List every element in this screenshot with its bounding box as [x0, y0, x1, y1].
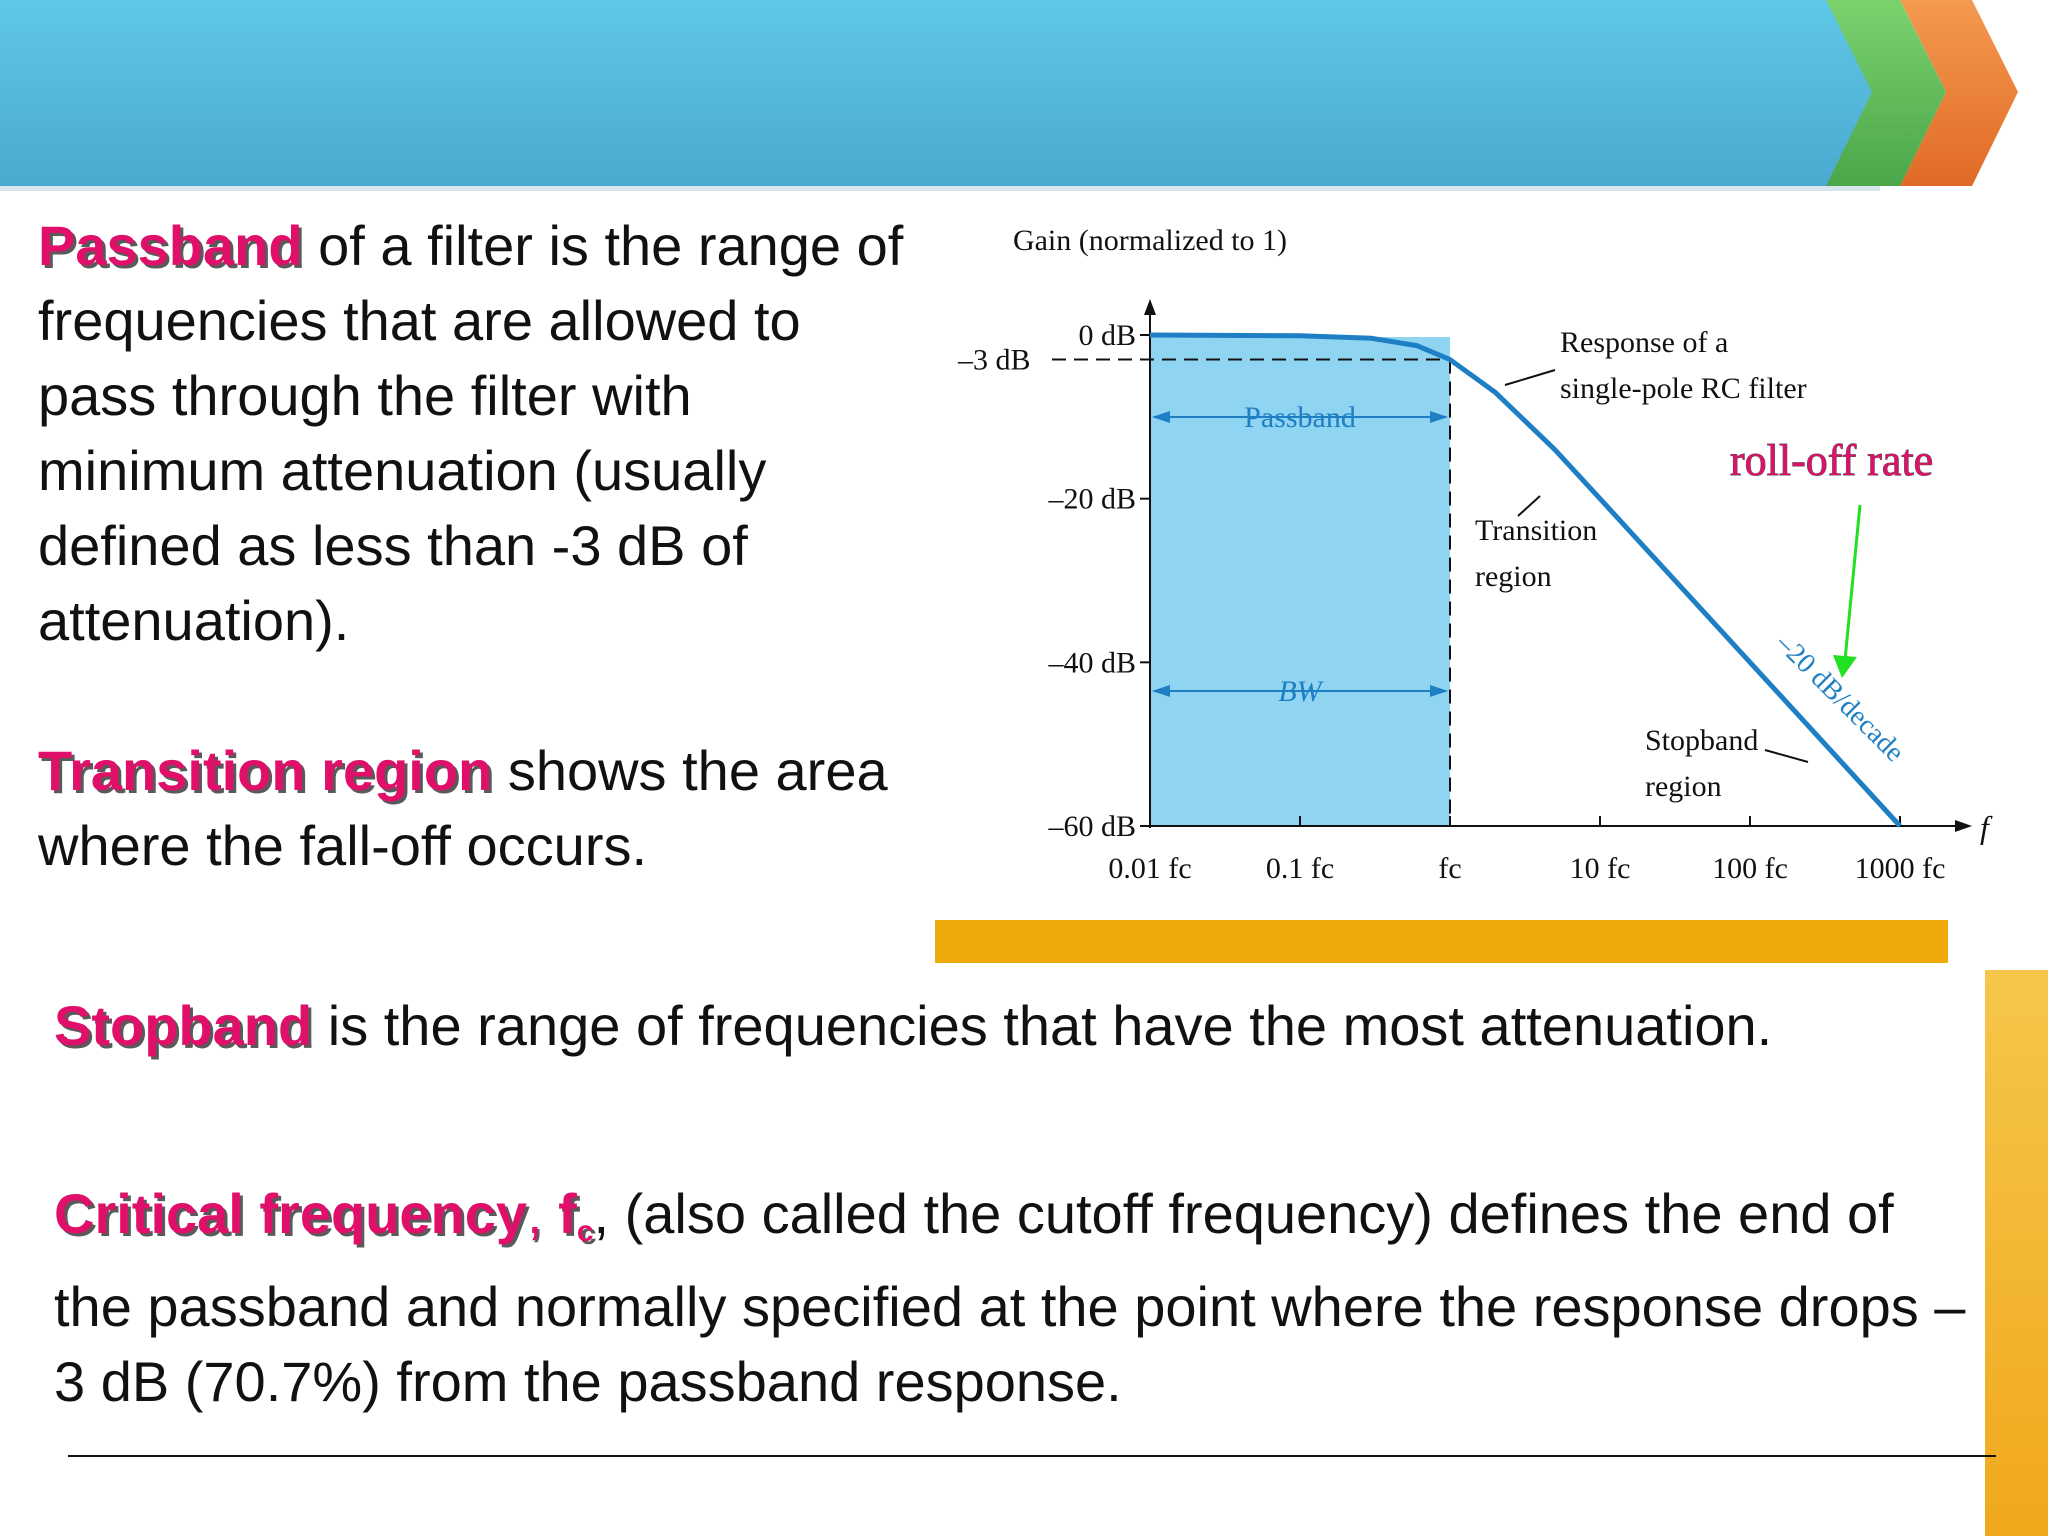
transition-text: shows the area where the fall-off occurs… — [38, 739, 888, 877]
passband-arrow-right — [1430, 411, 1448, 423]
critical-term: Critical frequency — [54, 1182, 528, 1245]
passband-paragraph: Passband of a filter is the range of fre… — [38, 208, 918, 658]
rolloff-label: roll-off rate — [1730, 436, 1933, 485]
response-label-line-1: Response of a — [1560, 326, 1728, 359]
x-tick-label: 0.01 fc — [1108, 852, 1191, 885]
transition-label-line-1: Transition — [1475, 514, 1597, 547]
fc-symbol-subscript: c — [576, 1215, 594, 1248]
banner-main-band — [0, 0, 1872, 186]
x-tick-label: 100 fc — [1712, 852, 1788, 885]
y-axis-title: Gain (normalized to 1) — [1013, 224, 1287, 257]
side-accent-bar — [1985, 970, 2048, 1536]
x-tick-label: 1000 fc — [1855, 852, 1946, 885]
fc-symbol-f: f — [558, 1182, 577, 1245]
response-curve — [1149, 332, 1902, 828]
critical-frequency-paragraph: Critical frequency, fc, (also called the… — [54, 1176, 1984, 1419]
x-axis-symbol: f — [1980, 809, 1993, 845]
stopband-label-line-2: region — [1645, 770, 1722, 803]
banner-orange-chevron — [1900, 0, 2018, 186]
y-axis-arrow — [1144, 299, 1156, 315]
transition-term: Transition region — [38, 739, 493, 802]
passband-label: Passband — [1244, 401, 1356, 434]
transition-pointer — [1517, 495, 1541, 517]
stopband-pointer — [1764, 749, 1809, 763]
stopband-label-line-1: Stopband — [1645, 724, 1758, 757]
passband-text: of a filter is the range of frequencies … — [38, 214, 904, 652]
y-tick-label: –40 dB — [1047, 646, 1136, 679]
minus3db-label: –3 dB — [957, 344, 1031, 377]
figure-underline-bar — [935, 920, 1948, 963]
x-tick-label: 0.1 fc — [1266, 852, 1334, 885]
stopband-paragraph: Stopband is the range of frequencies tha… — [54, 988, 2014, 1063]
x-tick-label: 10 fc — [1570, 852, 1631, 885]
bw-label: BW — [1278, 675, 1324, 708]
y-tick-label: –60 dB — [1047, 810, 1136, 843]
slope-label: –20 dB/decade — [1769, 627, 1910, 768]
passband-arrow-left — [1152, 411, 1170, 423]
response-label-line-2: single-pole RC filter — [1560, 372, 1807, 405]
critical-text: , (also called the cutoff frequency) def… — [54, 1182, 1966, 1413]
rolloff-arrow-line — [1843, 504, 1862, 661]
transition-label-line-2: region — [1475, 560, 1552, 593]
y-tick-label: –20 dB — [1047, 483, 1136, 516]
y-tick-label: 0 dB — [1078, 319, 1136, 352]
filter-response-figure: Gain (normalized to 1) f 0 dB –20 dB –40 dB –… — [920, 200, 2000, 970]
header-banner — [0, 0, 2018, 191]
x-tick-label: fc — [1438, 852, 1461, 885]
bw-arrow-right — [1430, 685, 1448, 697]
fc-symbol: fc — [558, 1182, 594, 1248]
banner-green-chevron — [1822, 0, 1946, 186]
response-pointer — [1504, 369, 1556, 386]
rolloff-arrow-head — [1833, 655, 1857, 678]
critical-comma: , — [527, 1182, 559, 1245]
filter-response-chart: Gain (normalized to 1) f 0 dB –20 dB –40 dB –… — [957, 224, 1993, 885]
stopband-term: Stopband — [54, 994, 313, 1057]
passband-term: Passband — [38, 214, 303, 277]
bw-arrow-left — [1152, 685, 1170, 697]
transition-paragraph: Transition region shows the area where t… — [38, 733, 938, 883]
bottom-rule — [68, 1455, 1996, 1457]
x-axis-arrow — [1955, 820, 1972, 832]
stopband-text: is the range of frequencies that have th… — [312, 994, 1773, 1057]
